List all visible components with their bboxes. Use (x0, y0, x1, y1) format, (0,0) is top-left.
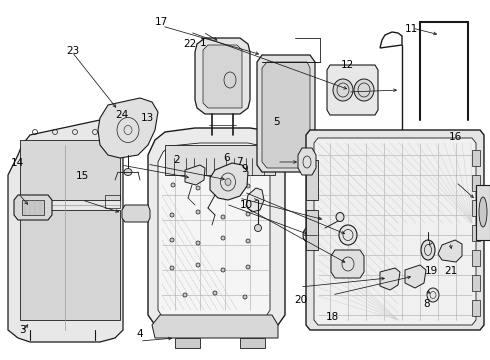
Ellipse shape (225, 179, 231, 185)
Text: 18: 18 (325, 312, 339, 322)
Polygon shape (314, 138, 476, 325)
Text: 8: 8 (423, 299, 430, 309)
Bar (472, 225, 480, 241)
Ellipse shape (246, 184, 250, 188)
Ellipse shape (421, 240, 435, 260)
Text: 5: 5 (273, 117, 280, 127)
Polygon shape (20, 140, 120, 200)
Ellipse shape (171, 183, 175, 187)
Ellipse shape (427, 288, 439, 302)
Text: 19: 19 (424, 266, 438, 276)
Text: 6: 6 (223, 153, 230, 163)
Polygon shape (298, 148, 316, 175)
Polygon shape (262, 62, 310, 168)
Text: 4: 4 (136, 329, 143, 339)
Ellipse shape (196, 241, 200, 245)
Polygon shape (210, 163, 248, 200)
Text: 14: 14 (11, 158, 24, 168)
Text: 7: 7 (236, 157, 243, 167)
Polygon shape (14, 195, 52, 220)
Ellipse shape (221, 215, 225, 219)
Text: 11: 11 (405, 24, 418, 34)
Polygon shape (152, 315, 278, 338)
Polygon shape (175, 338, 200, 348)
Text: 10: 10 (240, 200, 252, 210)
Bar (472, 200, 480, 216)
Text: 22: 22 (183, 39, 197, 49)
Polygon shape (327, 65, 378, 115)
Text: 1: 1 (200, 38, 207, 48)
Polygon shape (306, 210, 318, 250)
Ellipse shape (243, 295, 247, 299)
Polygon shape (165, 145, 275, 175)
Ellipse shape (196, 210, 200, 214)
Polygon shape (246, 188, 264, 212)
Ellipse shape (339, 225, 357, 245)
Ellipse shape (124, 168, 132, 176)
Ellipse shape (213, 291, 217, 295)
Ellipse shape (333, 79, 353, 101)
Polygon shape (331, 250, 364, 278)
Ellipse shape (246, 265, 250, 269)
Polygon shape (306, 130, 484, 330)
Polygon shape (195, 38, 250, 114)
Bar (472, 275, 480, 291)
Ellipse shape (354, 79, 374, 101)
Polygon shape (122, 205, 150, 222)
Bar (472, 300, 480, 316)
Polygon shape (306, 160, 318, 200)
Polygon shape (158, 143, 270, 322)
Polygon shape (98, 98, 158, 158)
Polygon shape (240, 338, 265, 348)
Ellipse shape (336, 212, 344, 221)
Ellipse shape (221, 236, 225, 240)
Ellipse shape (254, 225, 262, 231)
Text: 3: 3 (19, 325, 25, 336)
Text: 9: 9 (242, 164, 248, 174)
Ellipse shape (246, 212, 250, 216)
Bar (472, 250, 480, 266)
Ellipse shape (170, 266, 174, 270)
Polygon shape (22, 200, 44, 215)
Ellipse shape (170, 238, 174, 242)
Text: 12: 12 (341, 60, 355, 70)
Text: 13: 13 (140, 113, 154, 123)
Ellipse shape (221, 181, 225, 185)
Ellipse shape (479, 197, 487, 227)
Text: 15: 15 (75, 171, 89, 181)
Polygon shape (380, 268, 400, 290)
Ellipse shape (183, 293, 187, 297)
Ellipse shape (221, 268, 225, 272)
Text: 2: 2 (173, 155, 180, 165)
Polygon shape (438, 240, 462, 262)
Text: 20: 20 (294, 294, 307, 305)
Polygon shape (405, 265, 426, 288)
Polygon shape (148, 128, 285, 330)
Text: 24: 24 (115, 110, 128, 120)
Bar (472, 175, 480, 191)
Polygon shape (8, 120, 123, 342)
Text: 16: 16 (449, 132, 463, 142)
Polygon shape (20, 210, 120, 320)
Polygon shape (257, 55, 315, 172)
Ellipse shape (246, 239, 250, 243)
Polygon shape (185, 165, 205, 185)
Polygon shape (203, 45, 242, 108)
Ellipse shape (196, 186, 200, 190)
Text: 23: 23 (66, 46, 79, 56)
Ellipse shape (196, 263, 200, 267)
Bar (472, 150, 480, 166)
Polygon shape (476, 185, 490, 240)
Ellipse shape (170, 213, 174, 217)
Text: 21: 21 (444, 266, 458, 276)
Text: 17: 17 (155, 17, 169, 27)
